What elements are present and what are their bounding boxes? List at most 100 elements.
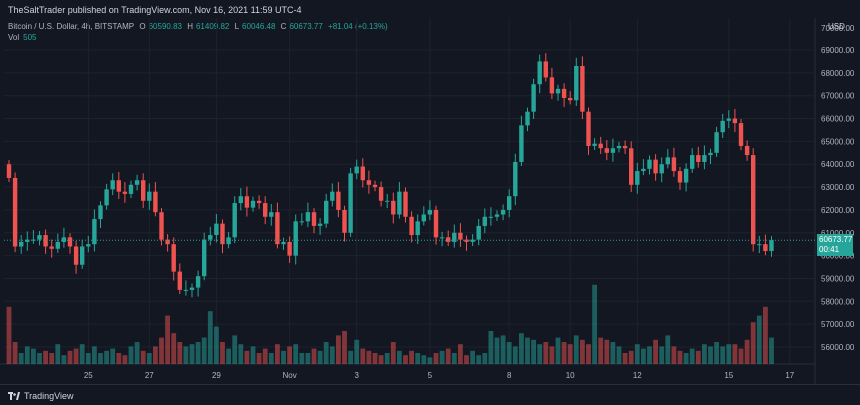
volume-bar (427, 357, 433, 364)
volume-bar (31, 348, 36, 364)
volume-bar (744, 339, 750, 364)
candle-body (519, 125, 524, 162)
volume-bar (201, 337, 207, 364)
volume-bar (531, 339, 536, 364)
candle-body (568, 97, 573, 101)
volume-bar (567, 344, 573, 364)
candle-body (385, 200, 390, 202)
volume-bar (79, 344, 85, 364)
volume-bar (451, 353, 457, 364)
candle-body (641, 168, 646, 172)
symbol-name[interactable]: Bitcoin / U.S. Dollar, 4h, BITSTAMP (8, 22, 135, 31)
candle-body (287, 241, 292, 256)
volume-bar (580, 339, 585, 364)
volume-bar (665, 335, 671, 364)
candle-body (37, 235, 42, 240)
volume-bar (366, 350, 372, 364)
candle-body (25, 239, 30, 242)
volume-bar (360, 348, 366, 364)
volume-bar (354, 339, 360, 364)
volume-bar (543, 342, 549, 364)
volume-bar (659, 346, 665, 364)
candle-body (574, 65, 579, 101)
candle-body (250, 200, 256, 208)
candle-body (415, 221, 420, 236)
volume-bar (244, 350, 250, 364)
volume-bar (689, 348, 695, 364)
candle-body (92, 219, 97, 245)
volume-bar (110, 348, 116, 364)
y-tick-label: 56000.00 (821, 343, 855, 352)
volume-bar (549, 346, 555, 364)
volume-bar (122, 355, 128, 364)
candle-body (269, 212, 274, 217)
volume-bar (55, 344, 61, 364)
volume-bar (476, 355, 482, 364)
volume-bar (634, 344, 640, 364)
y-tick-label: 69000.00 (821, 46, 855, 55)
candle-body (122, 191, 128, 194)
candle-body (690, 155, 695, 169)
tradingview-logo[interactable]: TradingView (8, 391, 74, 401)
volume-bar (73, 348, 79, 364)
candle-body (549, 77, 555, 94)
volume-bar (641, 348, 646, 364)
volume-bar (409, 350, 414, 364)
candle-body (134, 180, 140, 185)
candle-body (147, 191, 152, 201)
candle-body (348, 173, 353, 233)
candle-body (195, 276, 201, 288)
candle-body (769, 240, 774, 252)
volume-bar (683, 353, 689, 364)
candle-body (293, 221, 298, 256)
candle-body (80, 246, 85, 265)
candle-body (665, 157, 670, 165)
candle-body (616, 145, 622, 149)
candle-body (226, 237, 231, 245)
candle-body (275, 212, 280, 245)
candle-body (220, 223, 225, 245)
volume-bar (738, 348, 744, 364)
candle-body (214, 223, 219, 236)
candle-body (732, 118, 738, 124)
candle-body (73, 246, 79, 265)
candle-body (183, 289, 189, 291)
candle-body (525, 111, 530, 126)
candle-body (342, 209, 347, 233)
volume-label: Vol (8, 33, 20, 42)
x-tick-label: 5 (428, 371, 433, 380)
candle-body (177, 271, 182, 290)
candle-body (281, 241, 286, 245)
volume-bar (763, 306, 768, 364)
candle-body (336, 191, 341, 210)
volume-bar (677, 350, 683, 364)
volume-bar (586, 344, 591, 364)
candle-body (696, 155, 701, 162)
candle-body (317, 223, 323, 226)
volume-bar (287, 346, 292, 364)
candle-body (751, 155, 756, 245)
candle-body (378, 187, 384, 201)
volume-bar (519, 333, 524, 364)
candle-body (458, 232, 463, 240)
candle-body (629, 148, 634, 185)
volume-bar (720, 346, 726, 364)
volume-bar (488, 331, 494, 364)
volume-bar (146, 353, 152, 364)
y-tick-label: 63000.00 (821, 183, 855, 192)
x-tick-label: 12 (633, 371, 642, 380)
volume-bar (134, 342, 140, 364)
volume-bar (311, 348, 317, 364)
volume-bar (177, 342, 183, 364)
volume-bar (116, 353, 122, 364)
x-tick-label: Nov (282, 371, 296, 380)
candle-body (110, 180, 115, 190)
volume-bar (512, 346, 518, 364)
volume-bar (464, 355, 469, 364)
publisher-line: TheSaltTrader published on TradingView.c… (8, 5, 302, 15)
volume-bar (695, 350, 701, 364)
volume-legend: Vol 505 (8, 33, 36, 42)
candle-body (720, 120, 725, 133)
candle-body (354, 166, 359, 174)
